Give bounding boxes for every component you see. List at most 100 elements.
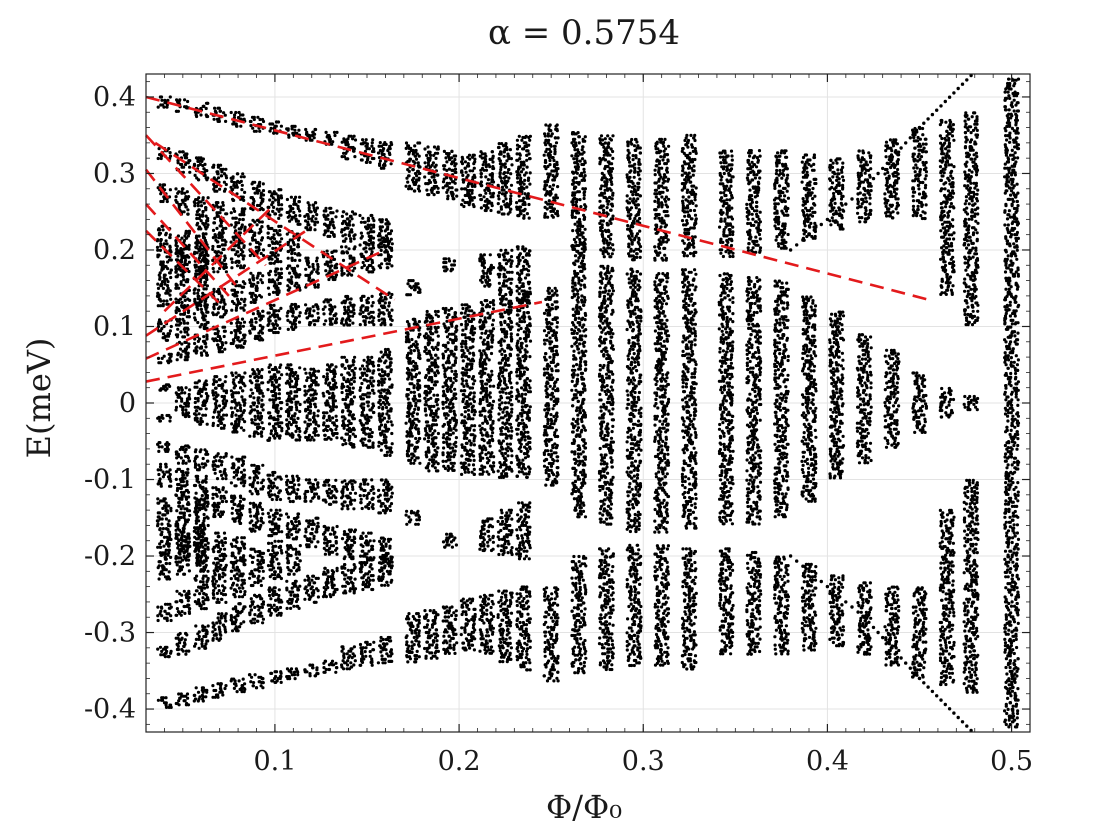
- spectrum-point: [322, 312, 325, 315]
- spectrum-point: [224, 684, 227, 687]
- spectrum-point: [204, 227, 207, 230]
- spectrum-point: [216, 172, 219, 175]
- spectrum-point: [170, 325, 173, 328]
- spectrum-point: [169, 614, 172, 617]
- spectrum-point: [288, 590, 291, 593]
- spectrum-point: [273, 315, 276, 318]
- spectrum-point: [267, 486, 270, 489]
- spectrum-point: [308, 545, 311, 548]
- spectrum-point: [219, 515, 222, 518]
- spectrum-point: [259, 318, 262, 321]
- spectrum-point: [221, 488, 224, 491]
- spectrum-point: [230, 331, 233, 334]
- spectrum-point: [216, 107, 219, 110]
- spectrum-point: [159, 284, 162, 287]
- spectrum-point: [315, 530, 318, 533]
- spectrum-point: [238, 415, 241, 418]
- spectrum-point: [241, 389, 244, 392]
- spectrum-point: [273, 604, 276, 607]
- spectrum-point: [314, 389, 317, 392]
- spectrum-point: [224, 477, 227, 480]
- spectrum-point: [335, 209, 338, 212]
- spectrum-point: [297, 588, 300, 591]
- spectrum-point: [297, 483, 300, 486]
- spectrum-point: [270, 390, 273, 393]
- spectrum-point: [185, 106, 188, 109]
- spectrum-point: [253, 327, 256, 330]
- spectrum-point: [307, 389, 310, 392]
- spectrum-point: [161, 417, 164, 420]
- spectrum-point: [314, 674, 317, 677]
- spectrum-point: [306, 438, 309, 441]
- spectrum-point: [242, 484, 245, 487]
- spectrum-point: [215, 465, 218, 468]
- spectrum-point: [193, 526, 196, 529]
- spectrum-point: [165, 470, 168, 473]
- spectrum-point: [242, 266, 245, 269]
- spectrum-point: [195, 223, 198, 226]
- spectrum-point: [175, 311, 178, 314]
- spectrum-point: [180, 237, 183, 240]
- spectrum-point: [223, 348, 226, 351]
- spectrum-point: [216, 569, 219, 572]
- spectrum-point: [165, 517, 168, 520]
- spectrum-point: [308, 598, 311, 601]
- spectrum-point: [225, 391, 228, 394]
- spectrum-point: [280, 478, 283, 481]
- spectrum-point: [333, 235, 336, 238]
- spectrum-point: [289, 569, 292, 572]
- spectrum-point: [199, 227, 202, 230]
- spectrum-point: [211, 580, 214, 583]
- spectrum-point: [243, 321, 246, 324]
- spectrum-point: [274, 375, 277, 378]
- spectrum-point: [266, 311, 269, 314]
- spectrum-point: [304, 431, 307, 434]
- spectrum-point: [187, 161, 190, 164]
- spectrum-point: [221, 201, 224, 204]
- spectrum-point: [212, 562, 215, 565]
- spectrum-point: [159, 389, 162, 392]
- spectrum-point: [323, 323, 326, 326]
- spectrum-point: [180, 400, 183, 403]
- spectrum-point: [312, 537, 315, 540]
- spectrum-point: [243, 309, 246, 312]
- spectrum-point: [187, 456, 190, 459]
- spectrum-point: [193, 484, 196, 487]
- spectrum-point: [243, 420, 246, 423]
- spectrum-point: [262, 570, 265, 573]
- spectrum-point: [241, 318, 244, 321]
- spectrum-point: [221, 387, 224, 390]
- spectrum-point: [258, 231, 261, 234]
- spectrum-point: [223, 580, 226, 583]
- spectrum-point: [279, 260, 282, 263]
- spectrum-point: [224, 240, 227, 243]
- spectrum-point: [251, 285, 254, 288]
- spectrum-point: [307, 217, 310, 220]
- spectrum-point: [286, 677, 289, 680]
- spectrum-point: [156, 614, 159, 617]
- spectrum-point: [169, 188, 172, 191]
- spectrum-point: [292, 537, 295, 540]
- spectrum-point: [258, 570, 261, 573]
- spectrum-point: [307, 525, 310, 528]
- spectrum-point: [213, 339, 216, 342]
- spectrum-point: [305, 416, 308, 419]
- spectrum-point: [206, 254, 209, 257]
- spectrum-point: [238, 574, 241, 577]
- spectrum-point: [294, 520, 297, 523]
- spectrum-point: [216, 270, 219, 273]
- spectrum-point: [298, 209, 301, 212]
- spectrum-point: [183, 341, 186, 344]
- spectrum-point: [223, 687, 226, 690]
- spectrum-point: [231, 430, 234, 433]
- spectrum-point: [185, 480, 188, 483]
- spectrum-point: [232, 181, 235, 184]
- spectrum-point: [298, 214, 301, 217]
- spectrum-point: [235, 474, 238, 477]
- spectrum-point: [331, 221, 334, 224]
- spectrum-point: [292, 374, 295, 377]
- spectrum-point: [166, 280, 169, 283]
- spectrum-point: [272, 331, 275, 334]
- spectrum-point: [205, 311, 208, 314]
- spectrum-point: [199, 325, 202, 328]
